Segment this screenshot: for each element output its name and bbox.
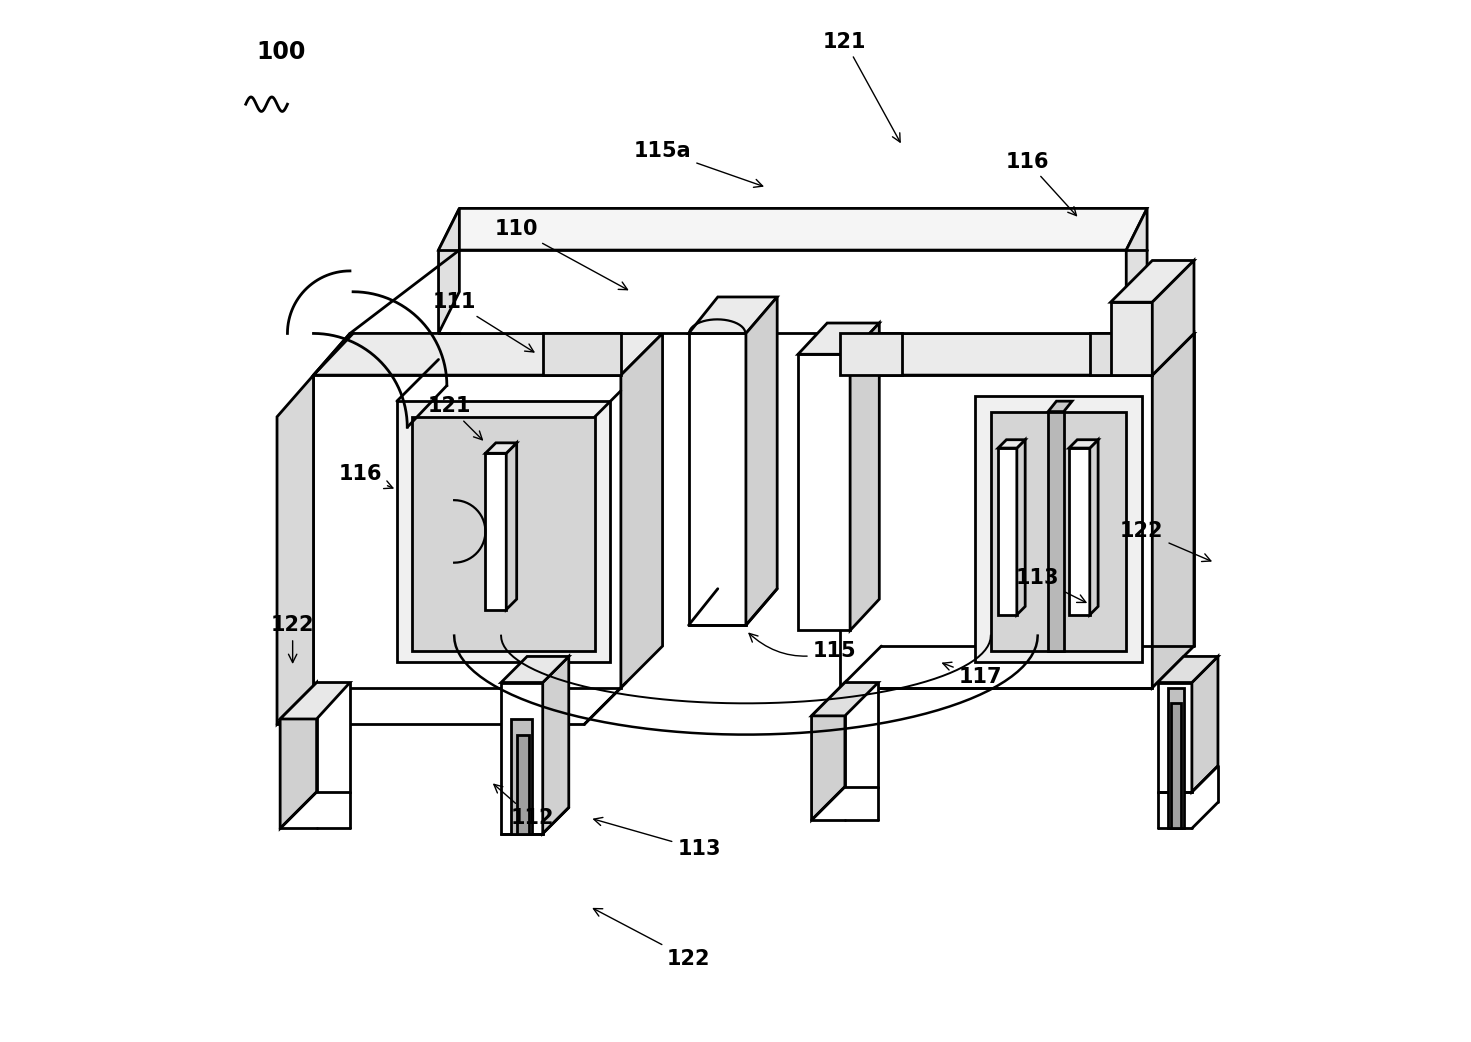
- Polygon shape: [412, 417, 594, 651]
- Polygon shape: [397, 401, 610, 662]
- Polygon shape: [1090, 440, 1099, 615]
- Text: 110: 110: [494, 219, 628, 290]
- Polygon shape: [313, 333, 662, 375]
- Polygon shape: [1069, 448, 1090, 615]
- Text: 121: 121: [427, 396, 482, 440]
- Text: 100: 100: [256, 40, 306, 65]
- Polygon shape: [543, 333, 621, 375]
- Polygon shape: [840, 333, 902, 375]
- Polygon shape: [799, 354, 850, 630]
- Text: 112: 112: [494, 785, 555, 828]
- Polygon shape: [438, 208, 1147, 250]
- Polygon shape: [543, 656, 569, 834]
- Polygon shape: [1069, 440, 1099, 448]
- Polygon shape: [1171, 703, 1181, 828]
- Text: 115a: 115a: [634, 141, 762, 188]
- Polygon shape: [799, 323, 880, 354]
- Text: 122: 122: [1119, 521, 1211, 562]
- Polygon shape: [502, 656, 569, 683]
- Polygon shape: [512, 719, 533, 834]
- Polygon shape: [506, 443, 516, 610]
- Polygon shape: [316, 683, 350, 792]
- Polygon shape: [999, 448, 1016, 615]
- Polygon shape: [485, 453, 506, 610]
- Polygon shape: [1111, 302, 1152, 375]
- Polygon shape: [991, 412, 1127, 651]
- Polygon shape: [1158, 683, 1192, 792]
- Polygon shape: [438, 208, 459, 333]
- Polygon shape: [1090, 333, 1152, 375]
- Polygon shape: [1049, 401, 1072, 412]
- Polygon shape: [840, 375, 1152, 688]
- Polygon shape: [516, 735, 530, 834]
- Text: 117: 117: [943, 663, 1002, 688]
- Polygon shape: [485, 443, 516, 453]
- Text: 111: 111: [432, 292, 534, 352]
- Polygon shape: [1049, 412, 1064, 651]
- Polygon shape: [1111, 260, 1194, 302]
- Text: 115: 115: [749, 634, 856, 662]
- Polygon shape: [279, 683, 350, 719]
- Polygon shape: [688, 297, 777, 333]
- Polygon shape: [502, 683, 543, 834]
- Polygon shape: [313, 375, 621, 688]
- Text: 116: 116: [1006, 151, 1077, 216]
- Polygon shape: [621, 333, 662, 688]
- Polygon shape: [279, 683, 316, 828]
- Polygon shape: [999, 440, 1025, 448]
- Polygon shape: [812, 683, 878, 716]
- Polygon shape: [746, 297, 777, 625]
- Polygon shape: [688, 333, 746, 625]
- Polygon shape: [277, 375, 313, 724]
- Polygon shape: [1016, 440, 1025, 615]
- Text: 122: 122: [593, 909, 710, 969]
- Polygon shape: [1127, 208, 1147, 333]
- Polygon shape: [1168, 688, 1184, 828]
- Polygon shape: [1152, 333, 1194, 688]
- Polygon shape: [1192, 656, 1218, 792]
- Polygon shape: [840, 333, 1194, 375]
- Polygon shape: [844, 683, 878, 787]
- Text: 113: 113: [594, 817, 721, 860]
- Polygon shape: [1158, 656, 1218, 683]
- Text: 122: 122: [271, 615, 315, 663]
- Text: 113: 113: [1016, 568, 1086, 602]
- Polygon shape: [975, 396, 1141, 662]
- Polygon shape: [812, 683, 844, 820]
- Polygon shape: [850, 323, 880, 630]
- Text: 116: 116: [338, 464, 393, 489]
- Polygon shape: [438, 250, 1127, 333]
- Text: 121: 121: [824, 31, 900, 142]
- Polygon shape: [1152, 260, 1194, 375]
